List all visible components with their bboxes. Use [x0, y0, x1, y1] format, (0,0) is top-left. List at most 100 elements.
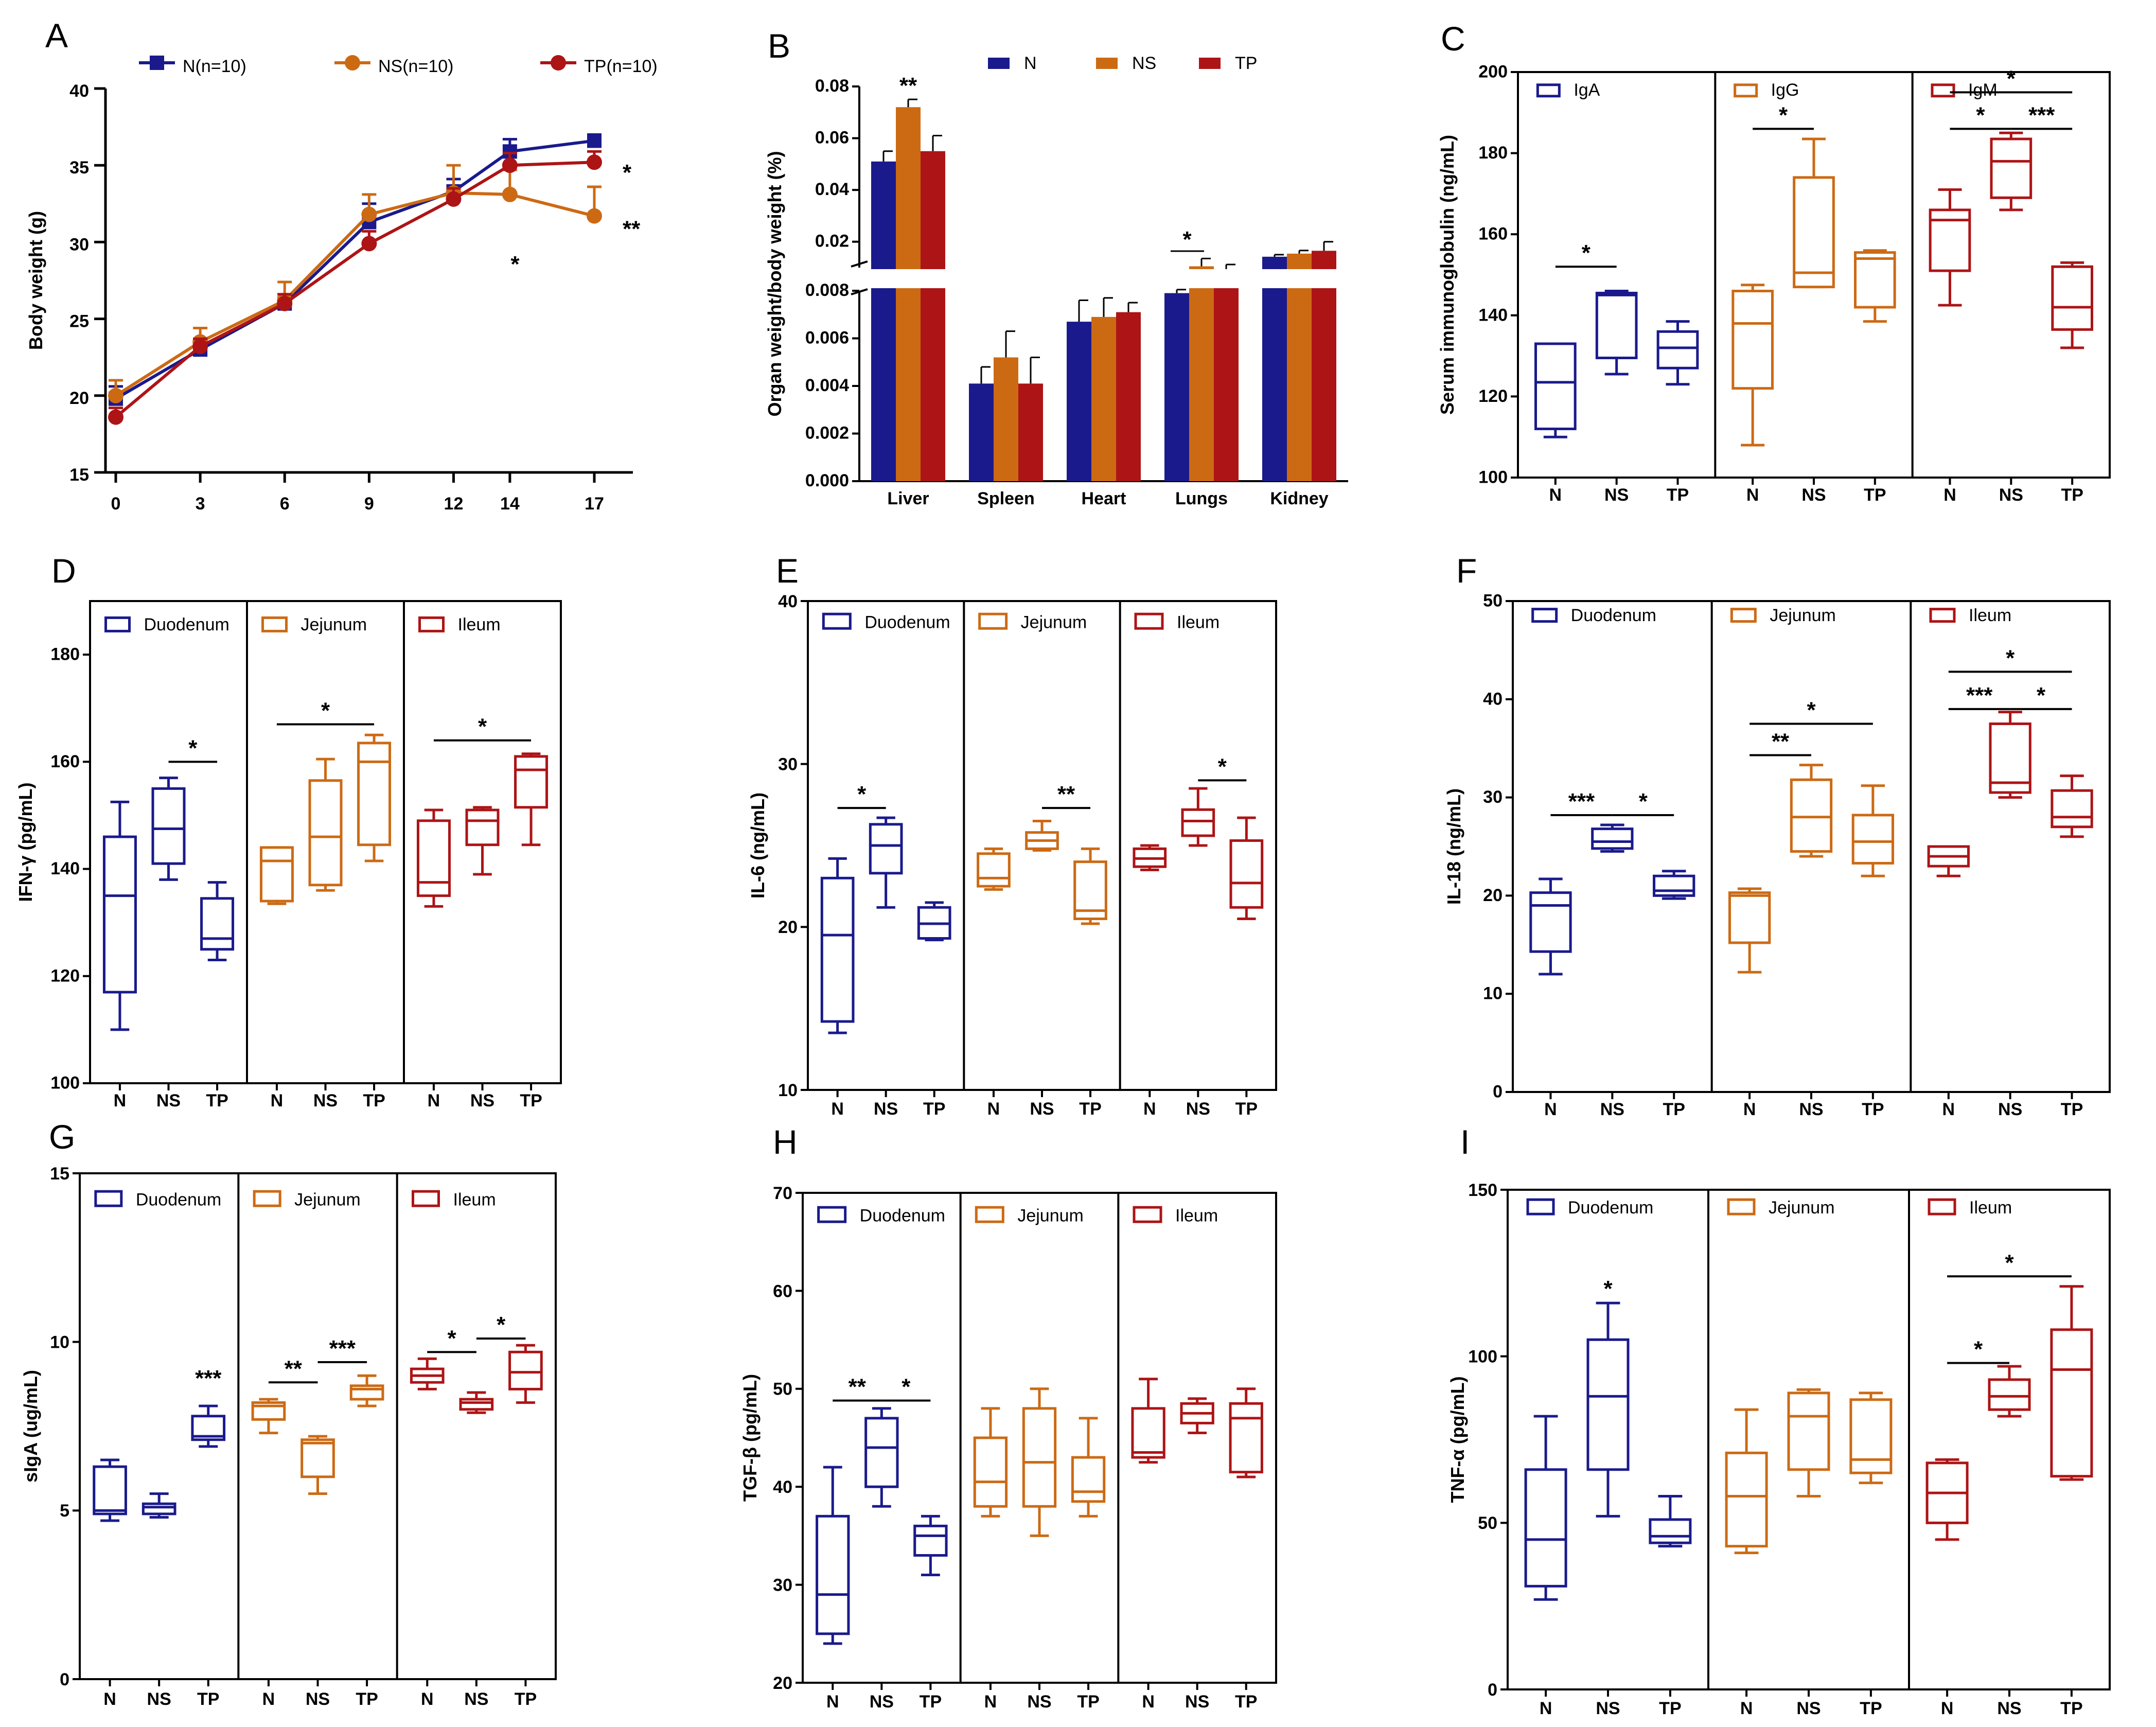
y-tick-label: 30: [773, 1576, 792, 1595]
x-tick-label: 17: [585, 494, 604, 514]
legend-label: NS: [1132, 54, 1156, 73]
sig-star: ***: [1568, 789, 1595, 814]
x-tick-label: NS: [1796, 1699, 1821, 1718]
series-line-N: [115, 139, 595, 400]
y-tick-label: 0.002: [805, 424, 849, 443]
legend-label: TP(n=10): [584, 57, 658, 76]
panel-H: H 20 30 40 50 60 70 TGF-β (pg/mL) Duodenum N NS TP J…: [739, 1123, 1277, 1712]
series-line-NS: [115, 191, 595, 397]
legend-label: N: [1024, 54, 1037, 73]
y-tick-label: 30: [778, 755, 798, 774]
legend-box: [1730, 608, 1757, 623]
x-tick-label: N: [1743, 1100, 1756, 1119]
box-NS: [864, 1417, 899, 1488]
box-TP: [357, 742, 392, 847]
y-tick-label: 160: [50, 752, 80, 771]
x-tick-label: TP: [923, 1099, 945, 1119]
legend-marker: [150, 56, 164, 70]
box-N: [93, 1465, 127, 1515]
bar-NS: [896, 107, 921, 481]
legend-label: Jejunum: [1769, 1198, 1835, 1218]
y-tick-label: 0.008: [805, 280, 849, 300]
x-tick-label: TP: [1860, 1699, 1882, 1718]
bar-TP: [1214, 271, 1239, 481]
sig-star: *: [1974, 1337, 1983, 1362]
box-TP: [1229, 1402, 1263, 1474]
y-tick-label: 0.08: [815, 76, 849, 96]
x-tick-label: TP: [1235, 1099, 1258, 1119]
panel-G: G 0 5 10 15 sIgA (ug/mL) Duodenum N NS TP Jejunum N…: [20, 1118, 557, 1709]
legend-label: IgM: [1968, 80, 1998, 100]
point-TP: [361, 236, 377, 252]
x-tick-label: NS: [1801, 485, 1826, 505]
y-tick-label: 20: [1483, 886, 1503, 905]
y-tick-label: 50: [1483, 591, 1503, 611]
x-tick-label: TP: [1235, 1692, 1257, 1712]
box-NS: [1790, 778, 1833, 853]
sig-star: *: [497, 1312, 506, 1337]
y-tick-label: 180: [50, 645, 80, 664]
axis-break: [851, 260, 868, 268]
panel-letter-C: C: [1441, 20, 1465, 58]
box-NS: [1989, 722, 2031, 794]
legend-box: [94, 1190, 123, 1207]
x-tick-label: TP: [2060, 1699, 2082, 1718]
x-tick-label: NS: [1596, 1699, 1620, 1718]
legend-label: N(n=10): [183, 57, 246, 76]
sig-star: ***: [1966, 683, 1993, 708]
legend-label: Duodenum: [1571, 606, 1656, 625]
x-tick-label: NS: [147, 1689, 171, 1709]
legend-swatch: [988, 58, 1010, 69]
y-tick-label: 40: [773, 1477, 792, 1497]
box-TP: [913, 1524, 948, 1557]
y-tick-label: 10: [1483, 984, 1503, 1003]
legend-label: Jejunum: [1017, 1206, 1084, 1226]
x-tick-label: NS: [1030, 1099, 1054, 1119]
bar-TP: [1312, 251, 1336, 481]
panel-I: I 0 50 100 150 TNF-α (pg/mL) Duodenum N NS TP Jeju…: [1447, 1123, 2111, 1718]
legend-label: Ileum: [458, 615, 501, 635]
box-NS: [1595, 291, 1638, 360]
box-N: [1524, 1468, 1567, 1588]
legend-box: [1734, 83, 1758, 98]
y-tick-label: 160: [1478, 224, 1508, 244]
category-label: Heart: [1082, 489, 1126, 508]
legend-label: Duodenum: [860, 1206, 945, 1226]
x-tick-label: TP: [2061, 485, 2083, 505]
panel-B: B 0.000 0.002 0.004 0.006 0.008 0.02 0.04 0.06 0.…: [764, 27, 1349, 508]
bar-NS: [1287, 253, 1312, 481]
box-NS: [308, 779, 343, 887]
x-tick-label: TP: [363, 1091, 385, 1111]
x-tick-label: N: [103, 1689, 116, 1709]
y-axis-title: IL-6 (ng/mL): [747, 792, 768, 898]
x-tick-label: N: [831, 1099, 844, 1119]
y-tick-label: 100: [1478, 468, 1508, 487]
y-tick-label: 20: [69, 389, 89, 408]
sig-star: ***: [195, 1366, 222, 1391]
y-tick-label: 70: [773, 1184, 792, 1203]
box-NS: [1586, 1338, 1630, 1471]
box-N: [259, 846, 294, 903]
x-tick-label: NS: [1799, 1100, 1823, 1119]
x-tick-label: NS: [1999, 485, 2023, 505]
sig-star: *: [188, 735, 198, 761]
panel-letter-D: D: [51, 552, 76, 590]
box-TP: [1229, 839, 1264, 909]
box-N: [1725, 1451, 1768, 1548]
x-tick-label: NS: [1998, 1100, 2022, 1119]
legend-label: Ileum: [453, 1190, 496, 1210]
box-N: [1534, 342, 1577, 430]
legend-box: [1526, 1198, 1555, 1215]
y-tick-label: 0.000: [805, 471, 849, 490]
y-tick-label: 120: [50, 966, 80, 985]
y-tick-label: 40: [69, 81, 89, 101]
legend-box: [822, 612, 852, 630]
box-NS: [1990, 137, 2033, 199]
box-TP: [1653, 874, 1695, 897]
box-TP: [2050, 1328, 2093, 1478]
sig-star: *: [1807, 698, 1816, 723]
sig-star: *: [2007, 66, 2016, 91]
legend-label: Ileum: [1969, 1198, 2012, 1218]
x-tick-label: NS: [874, 1099, 898, 1119]
y-axis-title: Organ weight/body weight (%): [764, 151, 785, 417]
